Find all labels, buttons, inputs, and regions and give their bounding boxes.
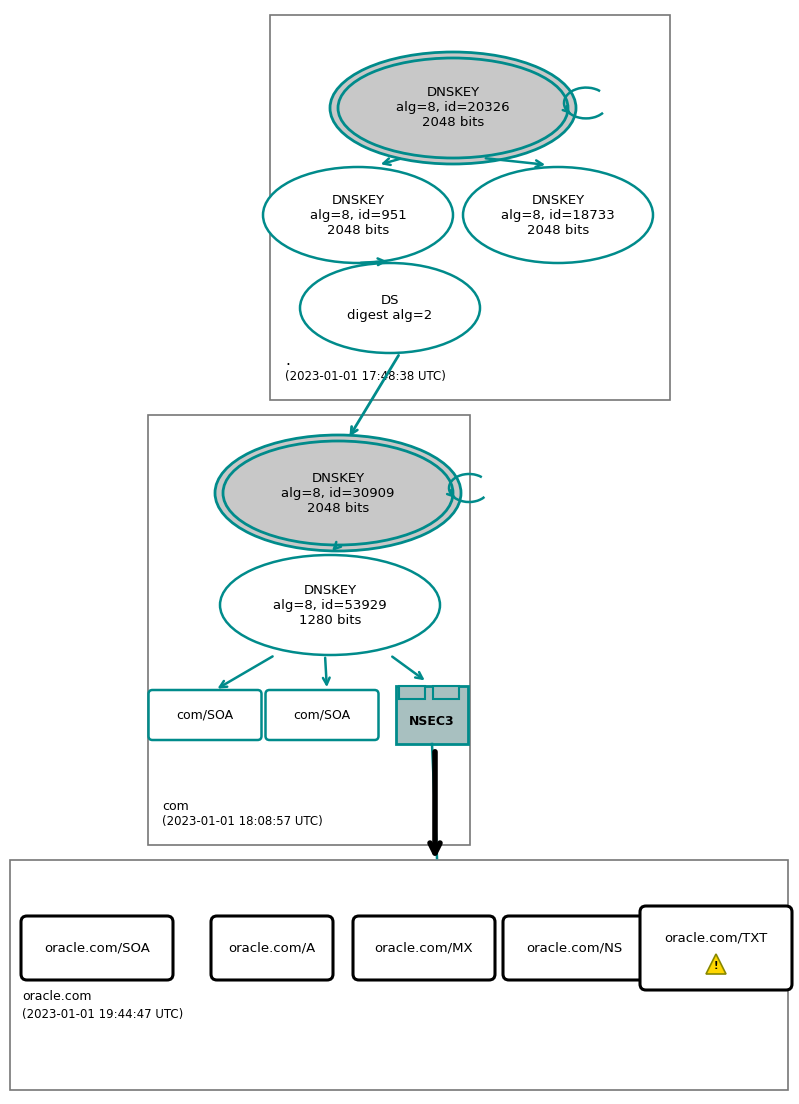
FancyBboxPatch shape bbox=[503, 916, 645, 980]
Ellipse shape bbox=[220, 555, 440, 655]
Text: oracle.com/TXT: oracle.com/TXT bbox=[665, 932, 768, 945]
Text: !: ! bbox=[714, 960, 718, 972]
Text: (2023-01-01 17:48:38 UTC): (2023-01-01 17:48:38 UTC) bbox=[285, 370, 446, 383]
Bar bbox=[399, 686, 425, 699]
Ellipse shape bbox=[263, 167, 453, 263]
Text: NSEC3: NSEC3 bbox=[409, 715, 455, 728]
Text: DNSKEY
alg=8, id=18733
2048 bits: DNSKEY alg=8, id=18733 2048 bits bbox=[501, 193, 615, 236]
Text: DNSKEY
alg=8, id=30909
2048 bits: DNSKEY alg=8, id=30909 2048 bits bbox=[281, 471, 395, 514]
Text: oracle.com/A: oracle.com/A bbox=[229, 942, 316, 955]
FancyBboxPatch shape bbox=[211, 916, 333, 980]
Bar bbox=[270, 15, 670, 400]
Text: DNSKEY
alg=8, id=20326
2048 bits: DNSKEY alg=8, id=20326 2048 bits bbox=[396, 86, 510, 129]
Bar bbox=[10, 860, 788, 1090]
Text: DS
digest alg=2: DS digest alg=2 bbox=[348, 294, 432, 322]
Text: com/SOA: com/SOA bbox=[177, 709, 233, 722]
Polygon shape bbox=[706, 954, 726, 974]
Text: DNSKEY
alg=8, id=951
2048 bits: DNSKEY alg=8, id=951 2048 bits bbox=[310, 193, 407, 236]
Text: .: . bbox=[285, 353, 290, 368]
Bar bbox=[396, 686, 468, 744]
Ellipse shape bbox=[215, 435, 461, 551]
Text: oracle.com/SOA: oracle.com/SOA bbox=[44, 942, 150, 955]
FancyBboxPatch shape bbox=[640, 906, 792, 990]
Text: oracle.com/MX: oracle.com/MX bbox=[375, 942, 473, 955]
Text: (2023-01-01 18:08:57 UTC): (2023-01-01 18:08:57 UTC) bbox=[162, 815, 323, 828]
FancyBboxPatch shape bbox=[265, 690, 379, 740]
Bar bbox=[433, 686, 459, 699]
Text: oracle.com: oracle.com bbox=[22, 990, 92, 1004]
Text: com/SOA: com/SOA bbox=[293, 709, 351, 722]
Ellipse shape bbox=[463, 167, 653, 263]
FancyBboxPatch shape bbox=[353, 916, 495, 980]
Text: DNSKEY
alg=8, id=53929
1280 bits: DNSKEY alg=8, id=53929 1280 bits bbox=[273, 584, 387, 626]
Text: com: com bbox=[162, 800, 189, 813]
Text: (2023-01-01 19:44:47 UTC): (2023-01-01 19:44:47 UTC) bbox=[22, 1008, 183, 1021]
Text: oracle.com/NS: oracle.com/NS bbox=[526, 942, 622, 955]
Ellipse shape bbox=[223, 440, 453, 545]
FancyBboxPatch shape bbox=[21, 916, 173, 980]
Bar bbox=[148, 415, 470, 845]
Ellipse shape bbox=[330, 52, 576, 164]
Ellipse shape bbox=[338, 59, 568, 158]
FancyBboxPatch shape bbox=[149, 690, 261, 740]
Ellipse shape bbox=[300, 263, 480, 353]
